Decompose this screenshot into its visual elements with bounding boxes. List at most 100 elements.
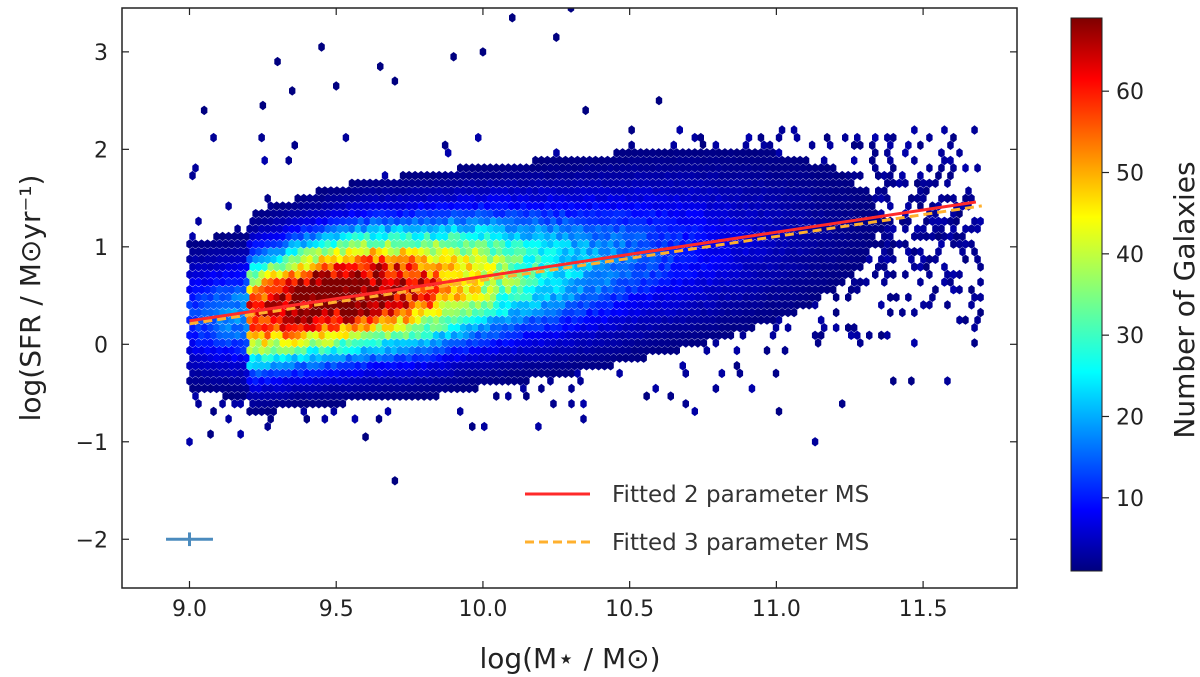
hexbin-cell <box>872 132 879 143</box>
hexbin-cell <box>402 391 410 401</box>
hexbin-cell <box>625 315 632 325</box>
hexbin-cell <box>463 254 470 264</box>
hexbin-cell <box>207 262 214 272</box>
hexbin-cell <box>312 345 319 356</box>
hexbin-cell <box>216 300 223 310</box>
hexbin-cell <box>703 300 711 310</box>
hexbin-cell <box>763 269 771 280</box>
hexbin-cell <box>231 353 238 363</box>
hexbin-cell <box>457 193 464 204</box>
hexbin-cell <box>339 262 347 272</box>
hexbin-cell <box>845 262 852 272</box>
hexbin-cell <box>718 216 726 226</box>
hexbin-cell <box>959 247 966 257</box>
hexbin-cell <box>354 209 362 219</box>
hexbin-cell <box>577 239 584 249</box>
hexbin-cell <box>535 239 542 249</box>
hexbin-cell <box>466 338 473 348</box>
hexbin-cell <box>438 315 446 325</box>
hexbin-cell <box>387 338 395 348</box>
hexbin-cell <box>234 330 241 340</box>
hexbin-cell <box>631 178 638 188</box>
hexbin-cell <box>345 338 353 348</box>
hexbin-cell <box>384 315 392 325</box>
hexbin-cell <box>724 216 732 226</box>
hexbin-cell <box>733 315 741 325</box>
hexbin-cell <box>417 231 425 242</box>
hexbin-cell <box>333 277 341 287</box>
hexbin-cell <box>688 170 695 181</box>
colorbar-label: Number of Galaxies <box>1168 161 1200 438</box>
hexbin-cell <box>553 178 560 188</box>
hexbin-cell <box>679 209 686 219</box>
hexbin-cell <box>811 330 819 340</box>
hexbin-cell <box>706 262 714 272</box>
hexbin-cell <box>550 155 557 166</box>
hexbin-cell <box>493 315 500 325</box>
hexbin-cell <box>375 307 383 318</box>
hexbin-cell <box>511 376 518 386</box>
hexbin-cell <box>676 338 683 348</box>
hexbin-cell <box>387 368 395 379</box>
hexbin-cell <box>259 100 267 111</box>
hexbin-cell <box>447 338 455 348</box>
hexbin-cell <box>532 170 539 181</box>
hexbin-cell <box>586 155 593 166</box>
hexbin-cell <box>619 178 626 188</box>
hexbin-cell <box>435 368 443 379</box>
hexbin-cell <box>655 330 662 340</box>
hexbin-cell <box>884 193 891 204</box>
hexbin-cell <box>712 155 720 166</box>
hexbin-cell <box>481 376 488 386</box>
hexbin-cell <box>559 163 566 173</box>
hexbin-cell <box>872 239 879 249</box>
hexbin-cell <box>384 254 392 264</box>
hexbin-cell <box>556 231 563 242</box>
hexbin-cell <box>408 315 416 325</box>
hexbin-cell <box>312 315 319 325</box>
hexbin-cell <box>706 201 714 211</box>
hexbin-cell <box>315 307 323 318</box>
hexbin-cell <box>441 307 449 318</box>
hexbin-cell <box>243 338 250 348</box>
hexbin-cell <box>303 383 310 394</box>
hexbin-cell <box>487 300 494 310</box>
hexbin-cell <box>450 193 458 204</box>
hexbin-cell <box>709 315 717 325</box>
hexbin-cell <box>417 338 425 348</box>
hexbin-cell <box>240 269 247 280</box>
hexbin-cell <box>742 307 750 318</box>
hexbin-cell <box>362 432 369 442</box>
hexbin-cell <box>706 307 714 318</box>
hexbin-cell <box>387 277 395 287</box>
hexbin-cell <box>309 292 316 302</box>
hexbin-cell <box>748 216 756 226</box>
hexbin-cell <box>444 193 452 204</box>
hexbin-cell <box>736 368 744 379</box>
hexbin-cell <box>192 239 199 249</box>
hexbin-cell <box>586 292 593 302</box>
hexbin-cell <box>261 399 268 409</box>
hexbin-cell <box>592 353 599 363</box>
hexbin-cell <box>330 254 338 264</box>
hexbin-cell <box>661 285 668 295</box>
hexbin-cell <box>243 383 250 394</box>
hexbin-cell <box>348 178 356 188</box>
hexbin-cell <box>845 231 852 242</box>
hexbin-cell <box>956 209 963 219</box>
hexbin-cell <box>715 224 723 234</box>
hexbin-cell <box>381 383 389 394</box>
hexbin-cell <box>408 239 416 249</box>
hexbin-cell <box>703 315 711 325</box>
hexbin-cell <box>213 277 220 287</box>
hexbin-cell <box>631 148 638 158</box>
hexbin-cell <box>285 216 292 226</box>
hexbin-cell <box>438 193 446 204</box>
hexbin-cell <box>255 231 262 242</box>
hexbin-cell <box>441 170 449 181</box>
hexbin-cell <box>559 269 566 280</box>
hexbin-cell <box>616 338 623 348</box>
hexbin-cell <box>757 178 765 188</box>
hexbin-cell <box>306 254 313 264</box>
hexbin-cell <box>381 368 389 379</box>
